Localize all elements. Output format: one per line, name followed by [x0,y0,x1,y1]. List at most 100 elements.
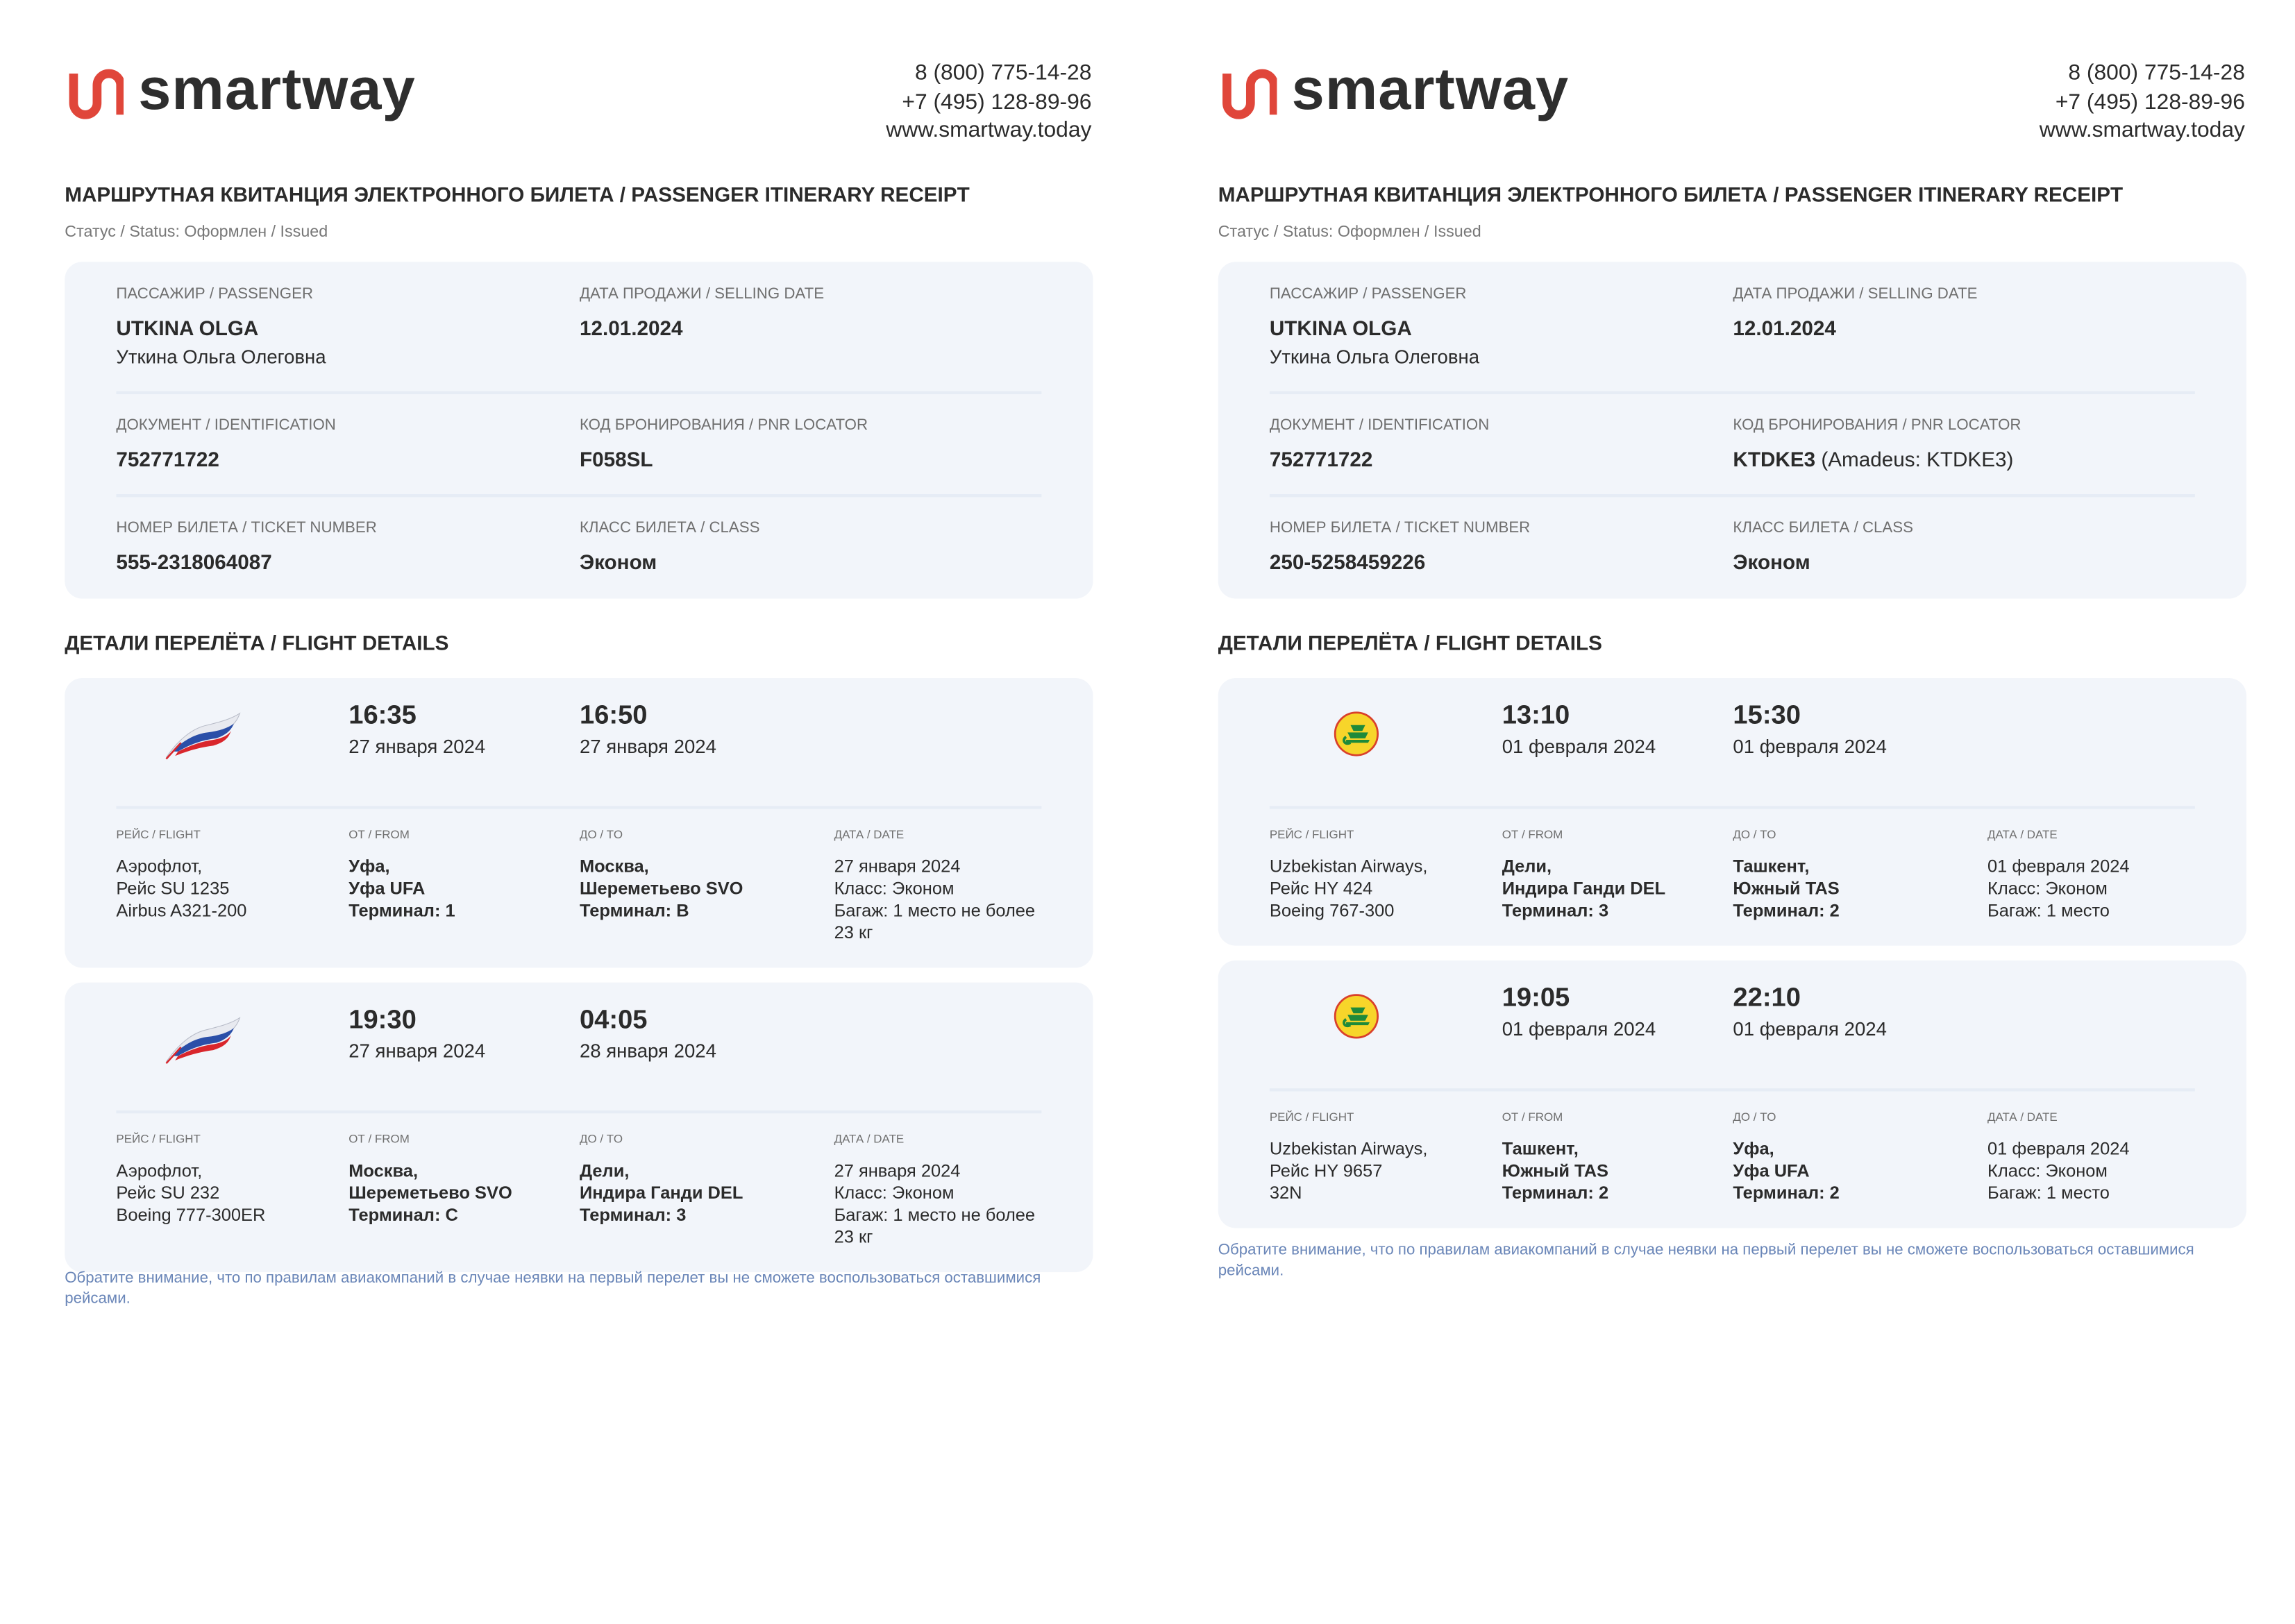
passenger-value: UTKINA OLGA [1270,316,1479,340]
flight-date-label: ДАТА / DATE [834,1132,905,1146]
departure-date: 27 января 2024 [348,735,486,758]
smartway-logo-text: smartway [1291,57,1570,122]
passenger-info-card: ПАССАЖИР / PASSENGER UTKINA OLGA Уткина Ол… [65,262,1093,599]
flight-to-line: Дели, [579,1160,630,1181]
flight-flight-label: РЕЙС / FLIGHT [116,1132,201,1146]
flight-date-line: 27 января 2024 [834,1160,961,1181]
ticket-class-label: КЛАСС БИЛЕТА / CLASS [1733,519,1913,537]
arrival-time: 04:05 [579,1004,648,1034]
flight-date-line: Багаж: 1 место [1987,1182,2110,1203]
flight-from-label: ОТ / FROM [348,828,410,842]
ticket-number-value-text: 555-2318064087 [116,550,272,574]
flight-list: 16:35 27 января 2024 16:50 27 января 2024 РЕ… [65,677,1093,1287]
departure-time: 13:10 [1502,700,1570,730]
contacts: 8 (800) 775-14-28 +7 (495) 128-89-96 www.s… [886,59,1091,145]
flight-to-label: ДО / TO [1733,1110,1776,1124]
phone-number: +7 (495) 128-89-96 [902,89,1092,115]
passenger: ПАССАЖИР / PASSENGER UTKINA OLGA Уткина Ол… [1270,285,1479,368]
flight-date-line: Багаж: 1 место не более 23 кг [834,899,1036,943]
departure-time: 19:05 [1502,982,1570,1013]
flight-to-line: Терминал: 2 [1733,1182,1840,1203]
flight-to-column: ДО / TO Москва, Шереметьево SVO Терминал: B [580,828,834,944]
airline-logo [116,699,348,787]
flight-from-label: ОТ / FROM [1502,828,1563,842]
flight-date-line: Класс: Эконом [834,1182,955,1203]
flight-from-line: Шереметьево SVO [348,1182,512,1203]
arrival: 22:10 01 февраля 2024 [1733,981,1964,1069]
website-link[interactable]: www.smartway.today [2039,117,2245,143]
ticket-number-label: НОМЕР БИЛЕТА / TICKET NUMBER [116,519,377,537]
passenger-value-text: UTKINA OLGA [1269,316,1412,340]
document-label: ДОКУМЕНТ / IDENTIFICATION [116,416,336,434]
passenger-subvalue: Уткина Ольга Олеговна [1269,346,1480,368]
divider [1269,806,2195,809]
flight-flight-line: Аэрофлот, [116,856,203,877]
document: ДОКУМЕНТ / IDENTIFICATION 752771722 [1270,416,1489,471]
phone-number: +7 (495) 128-89-96 [2055,89,2245,115]
ticket-number: НОМЕР БИЛЕТА / TICKET NUMBER 555-23180640… [116,519,376,573]
receipt-title: МАРШРУТНАЯ КВИТАНЦИЯ ЭЛЕКТРОННОГО БИЛЕТА… [65,182,970,206]
flight-date-line: Багаж: 1 место не более 23 кг [834,1204,1036,1248]
pnr-locator-value-text: KTDKE3 [1733,447,1816,471]
flight-from-line: Москва, [348,1160,419,1181]
departure: 13:10 01 февраля 2024 [1502,699,1733,787]
airline-logo [116,1003,348,1091]
selling-date-value: 12.01.2024 [1733,316,1977,340]
document-value-text: 752771722 [116,447,219,471]
uzbekistan-airways-logo-icon [1333,992,1380,1047]
smartway-logo-icon [65,65,126,124]
ticket-class-value-text: Эконом [579,550,657,574]
flight-date-line: Класс: Эконом [1987,1160,2108,1181]
aeroflot-logo-icon [163,1015,242,1072]
flight-flight-label: РЕЙС / FLIGHT [116,828,201,842]
pnr-locator-extra: (Amadeus: KTDKE3) [1821,447,2014,471]
flight-flight-line: Рейс SU 232 [116,1182,220,1203]
flight-to-line: Ташкент, [1733,856,1810,877]
flight-from-line: Терминал: 1 [348,899,455,921]
pnr-locator-value: F058SL [580,447,868,471]
flight-date-column: ДАТА / DATE 01 февраля 2024 Класс: Эконом Б… [1987,828,2194,922]
flight-date-label: ДАТА / DATE [834,828,905,842]
flight-from-line: Ташкент, [1502,1138,1579,1159]
flight-to-label: ДО / TO [1733,828,1776,842]
flight-to-line: Терминал: 2 [1733,899,1840,921]
departure-date: 01 февраля 2024 [1502,735,1656,758]
pnr-locator-label: КОД БРОНИРОВАНИЯ / PNR LOCATOR [1733,416,2021,434]
flight-flight-line: 32N [1269,1182,1302,1203]
selling-date-value-text: 12.01.2024 [1733,316,1836,340]
smartway-logo-text: smartway [138,57,416,122]
selling-date-value-text: 12.01.2024 [579,316,683,340]
flight-date-line: Класс: Эконом [1987,878,2108,899]
receipt-title: МАРШРУТНАЯ КВИТАНЦИЯ ЭЛЕКТРОННОГО БИЛЕТА… [1218,182,2124,206]
flight-from-line: Южный TAS [1502,1160,1609,1181]
flight-date-label: ДАТА / DATE [1987,828,2058,842]
departure-date: 01 февраля 2024 [1502,1017,1656,1040]
flight-flight-line: Uzbekistan Airways, [1269,1138,1428,1159]
flight-to-line: Индира Ганди DEL [579,1182,743,1203]
flight-from-line: Терминал: 3 [1502,899,1609,921]
flight-date-line: Багаж: 1 место [1987,899,2110,921]
flight-flight-line: Airbus A321-200 [116,899,247,921]
selling-date-label: ДАТА ПРОДАЖИ / SELLING DATE [579,285,825,303]
flight-info: РЕЙС / FLIGHT Аэрофлот, Рейс SU 232 Boeing … [116,1133,1041,1249]
passenger-subvalue: Уткина Ольга Олеговна [116,346,326,368]
departure-date: 27 января 2024 [348,1040,486,1063]
document-value: 752771722 [116,447,335,471]
flight-from-line: Уфа UFA [348,878,426,899]
document: ДОКУМЕНТ / IDENTIFICATION 752771722 [116,416,335,471]
arrival: 15:30 01 февраля 2024 [1733,699,1964,787]
phone-number: 8 (800) 775-14-28 [2068,60,2245,85]
flight-date-line: 01 февраля 2024 [1987,1138,2130,1159]
ticket-number-value: 250-5258459226 [1270,550,1530,574]
document-label: ДОКУМЕНТ / IDENTIFICATION [1269,416,1490,434]
divider [116,806,1042,809]
flight-flight-line: Рейс HY 9657 [1269,1160,1383,1181]
pnr-locator: КОД БРОНИРОВАНИЯ / PNR LOCATOR KTDKE3 (Am… [1733,416,2021,471]
pnr-locator-value: KTDKE3 (Amadeus: KTDKE3) [1733,447,2021,471]
flight-from-line: Индира Ганди DEL [1502,878,1666,899]
arrival: 16:50 27 января 2024 [580,699,811,787]
website-link[interactable]: www.smartway.today [886,117,1092,143]
flight-to-line: Терминал: B [579,899,689,921]
document-value-text: 752771722 [1269,447,1373,471]
